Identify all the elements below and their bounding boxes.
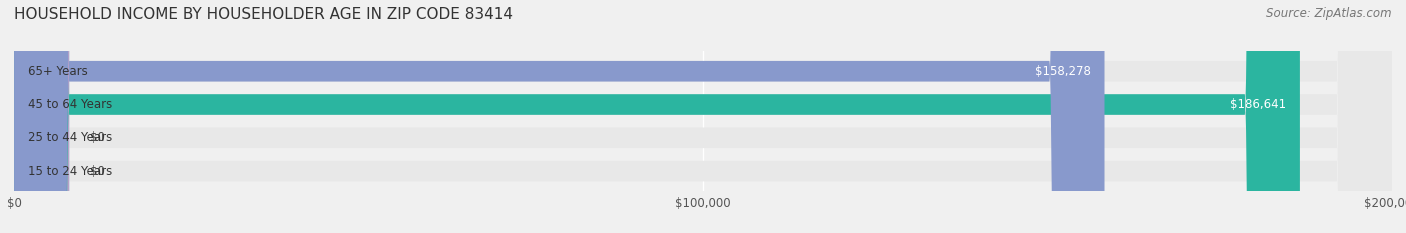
FancyBboxPatch shape <box>14 0 69 233</box>
FancyBboxPatch shape <box>14 0 1392 233</box>
Text: 25 to 44 Years: 25 to 44 Years <box>28 131 112 144</box>
Text: HOUSEHOLD INCOME BY HOUSEHOLDER AGE IN ZIP CODE 83414: HOUSEHOLD INCOME BY HOUSEHOLDER AGE IN Z… <box>14 7 513 22</box>
Text: 15 to 24 Years: 15 to 24 Years <box>28 164 112 178</box>
FancyBboxPatch shape <box>14 0 1301 233</box>
Text: $0: $0 <box>90 131 104 144</box>
FancyBboxPatch shape <box>14 0 1392 233</box>
Text: $186,641: $186,641 <box>1230 98 1286 111</box>
Text: $158,278: $158,278 <box>1035 65 1091 78</box>
FancyBboxPatch shape <box>14 0 1105 233</box>
Text: 45 to 64 Years: 45 to 64 Years <box>28 98 112 111</box>
FancyBboxPatch shape <box>14 0 69 233</box>
FancyBboxPatch shape <box>14 0 1392 233</box>
Text: $0: $0 <box>90 164 104 178</box>
Text: Source: ZipAtlas.com: Source: ZipAtlas.com <box>1267 7 1392 20</box>
FancyBboxPatch shape <box>14 0 1392 233</box>
Text: 65+ Years: 65+ Years <box>28 65 87 78</box>
